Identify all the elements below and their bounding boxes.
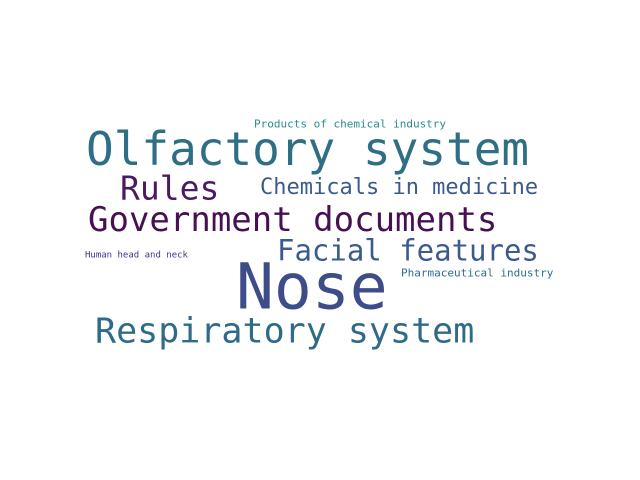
word-facial-features: Facial features	[277, 233, 539, 268]
word-rules: Rules	[120, 168, 220, 208]
word-olfactory-system: Olfactory system	[86, 122, 530, 176]
word-respiratory-system: Respiratory system	[95, 311, 475, 352]
word-human-head-and-neck: Human head and neck	[85, 250, 188, 261]
word-pharmaceutical-industry: Pharmaceutical industry	[401, 266, 554, 280]
word-chemicals-in-medicine: Chemicals in medicine	[260, 175, 539, 200]
word-nose: Nose	[236, 250, 388, 324]
word-products-of-chemical-industry: Products of chemical industry	[254, 117, 447, 131]
word-government-documents: Government documents	[88, 200, 498, 240]
